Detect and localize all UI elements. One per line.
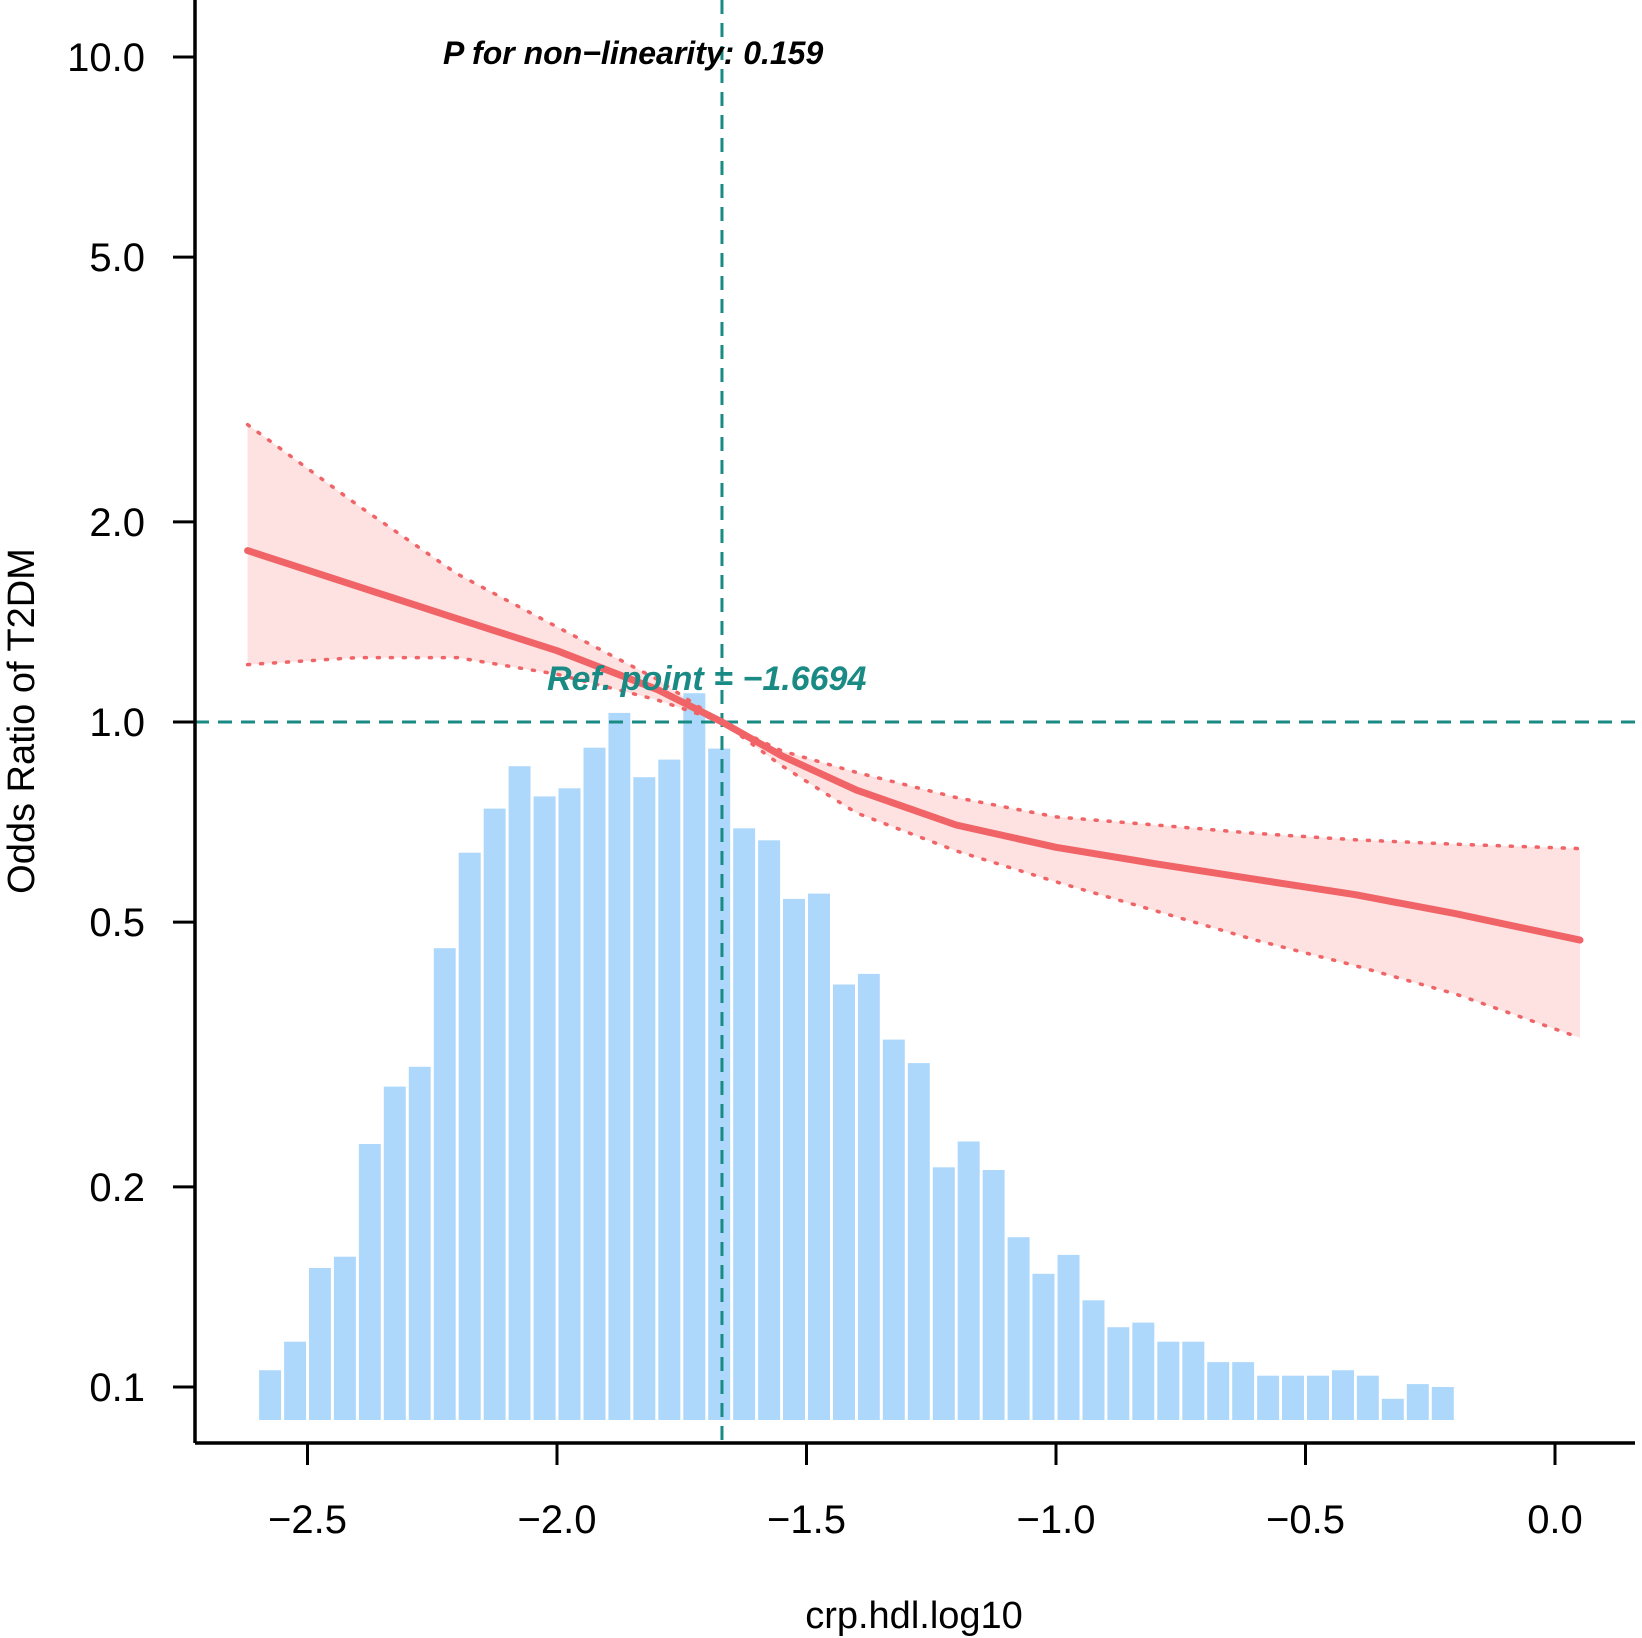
histogram-bar	[1307, 1375, 1329, 1420]
lower-ci-line	[245, 655, 1582, 1040]
histogram-bar	[1032, 1273, 1055, 1420]
histogram-bar	[259, 1370, 282, 1420]
y-axis-title: Odds Ratio of T2DM	[1, 548, 43, 894]
histogram-bar	[1157, 1341, 1180, 1420]
axes-layer: 0.1 0.2 0.5 1.0 2.0 5.0 10.0 −2.5 −2.0 −1.5 −1.0 −0…	[67, 0, 1635, 1542]
histogram-bar	[383, 1086, 406, 1420]
histogram-bar	[309, 1268, 331, 1420]
x-tick-label: 0.0	[1527, 1498, 1583, 1542]
curve-layer	[244, 422, 1584, 1040]
histogram-bar	[857, 973, 880, 1420]
y-tick-label: 10.0	[67, 36, 145, 80]
histogram-bar	[508, 766, 531, 1420]
histogram-bar	[1381, 1398, 1404, 1420]
ref-point-label: Ref. point = −1.6694	[547, 660, 866, 698]
histogram-bar	[907, 1063, 930, 1420]
histogram-bar	[608, 712, 631, 1420]
histogram-bar	[408, 1066, 431, 1420]
x-tick-label: −1.5	[767, 1498, 846, 1542]
histogram-bar	[733, 828, 756, 1420]
x-tick-label: −2.5	[268, 1498, 347, 1542]
histogram-bar	[708, 748, 731, 1420]
histogram-bar	[1356, 1375, 1379, 1420]
histogram-bar	[1232, 1362, 1255, 1420]
histogram-bar	[333, 1256, 356, 1420]
histogram-bar	[683, 693, 706, 1420]
histogram-bar	[1431, 1387, 1454, 1420]
histogram-bar	[957, 1141, 980, 1420]
histogram-bar	[1207, 1362, 1230, 1420]
histogram-bar	[583, 747, 606, 1420]
histogram-bar	[1007, 1237, 1030, 1420]
histogram-bar	[358, 1144, 381, 1420]
y-tick-label: 5.0	[89, 236, 145, 280]
histogram-layer	[259, 693, 1454, 1420]
histogram-bar	[558, 788, 581, 1420]
histogram-bar	[932, 1167, 955, 1420]
histogram-bar	[633, 777, 656, 1420]
x-tick-label: −1.0	[1017, 1498, 1096, 1542]
x-tick-label: −0.5	[1266, 1498, 1345, 1542]
y-tick-label: 0.5	[89, 901, 145, 945]
y-tick-label: 1.0	[89, 701, 145, 745]
histogram-bar	[758, 840, 781, 1420]
histogram-bar	[1332, 1370, 1354, 1420]
x-tick-label: −2.0	[518, 1498, 597, 1542]
histogram-bar	[1182, 1341, 1205, 1420]
histogram-bar	[483, 808, 506, 1420]
histogram-bar	[1257, 1375, 1280, 1420]
odds-ratio-curve	[244, 547, 1584, 944]
x-axis-title: crp.hdl.log10	[805, 1595, 1023, 1637]
upper-ci-line	[245, 422, 1582, 851]
histogram-bar	[433, 948, 456, 1420]
histogram-bar	[1057, 1254, 1080, 1420]
histogram-bar	[284, 1341, 306, 1420]
y-tick-label: 2.0	[89, 501, 145, 545]
histogram-bar	[808, 893, 830, 1420]
histogram-bar	[658, 759, 681, 1420]
p-nonlinearity-label: P for non−linearity: 0.159	[443, 35, 823, 71]
histogram-bar	[458, 852, 481, 1420]
histogram-bar	[1406, 1384, 1429, 1420]
y-tick-label: 0.1	[89, 1366, 145, 1410]
y-tick-label: 0.2	[89, 1166, 145, 1210]
histogram-bar	[982, 1170, 1005, 1420]
histogram-bar	[833, 984, 855, 1420]
confidence-band	[247, 424, 1581, 1038]
histogram-bar	[882, 1039, 905, 1420]
histogram-bar	[1132, 1322, 1155, 1420]
histogram-bar	[533, 796, 556, 1420]
histogram-bar	[1082, 1300, 1105, 1420]
histogram-bar	[783, 898, 805, 1420]
histogram-bar	[1282, 1375, 1304, 1420]
confidence-band-layer	[247, 424, 1581, 1038]
histogram-bar	[1107, 1327, 1130, 1420]
